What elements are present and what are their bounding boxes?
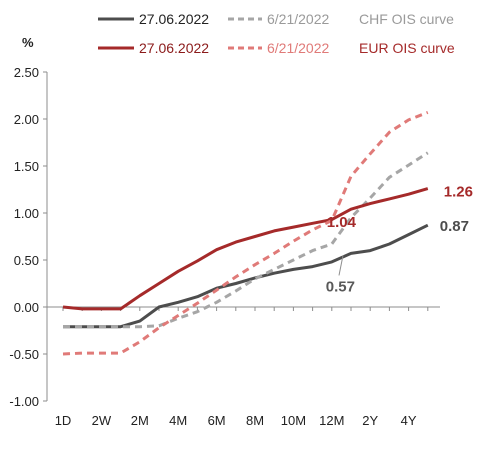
- y-tick-label: 2.00: [14, 112, 39, 127]
- y-tick-label: 0.00: [14, 300, 39, 315]
- x-tick-label: 8M: [246, 413, 264, 428]
- legend-label-eur-previous: 6/21/2022: [267, 40, 329, 56]
- annotation-leader: [338, 255, 344, 276]
- x-tick-labels: 1D 2W 2M 4M 6M 8M 10M 12M 2Y 4Y: [55, 413, 417, 428]
- x-tick-label: 12M: [319, 413, 344, 428]
- y-tick-label: 1.50: [14, 159, 39, 174]
- y-tick-label: 1.00: [14, 206, 39, 221]
- legend: 27.06.2022 6/21/2022 CHF OIS curve 27.06…: [98, 11, 455, 56]
- y-tick-label: 0.50: [14, 253, 39, 268]
- legend-label-eur-current: 27.06.2022: [139, 40, 209, 56]
- axes: [43, 71, 440, 402]
- data-annotations: 1.26 0.87 1.04 0.57: [326, 184, 473, 296]
- annotation-label: 0.87: [440, 218, 469, 235]
- y-tick-label: -0.50: [9, 347, 39, 362]
- x-tick-label: 4Y: [401, 413, 417, 428]
- x-tick-label: 2M: [131, 413, 149, 428]
- legend-label-chf-previous: 6/21/2022: [267, 11, 329, 27]
- annotation-label: 0.57: [326, 278, 355, 295]
- legend-group-chf: CHF OIS curve: [359, 11, 454, 27]
- y-tick-label: -1.00: [9, 394, 39, 409]
- y-unit-label: %: [22, 35, 34, 50]
- y-tick-labels: 2.50 2.00 1.50 1.00 0.50 0.00 -0.50 -1.00: [9, 65, 39, 409]
- y-tick-label: 2.50: [14, 65, 39, 80]
- x-tick-label: 2Y: [362, 413, 378, 428]
- x-tick-label: 2W: [92, 413, 112, 428]
- x-tick-label: 1D: [55, 413, 72, 428]
- series-line-1: [63, 151, 429, 329]
- legend-group-eur: EUR OIS curve: [359, 40, 455, 56]
- legend-label-chf-current: 27.06.2022: [139, 11, 209, 27]
- annotation-label: 1.04: [327, 214, 357, 231]
- series-line-2: [62, 187, 429, 311]
- series-line-3: [62, 111, 429, 356]
- x-tick-label: 4M: [169, 413, 187, 428]
- x-tick-label: 10M: [281, 413, 306, 428]
- annotation-label: 1.26: [444, 184, 473, 201]
- x-tick-label: 6M: [208, 413, 226, 428]
- series-lines: [62, 111, 429, 356]
